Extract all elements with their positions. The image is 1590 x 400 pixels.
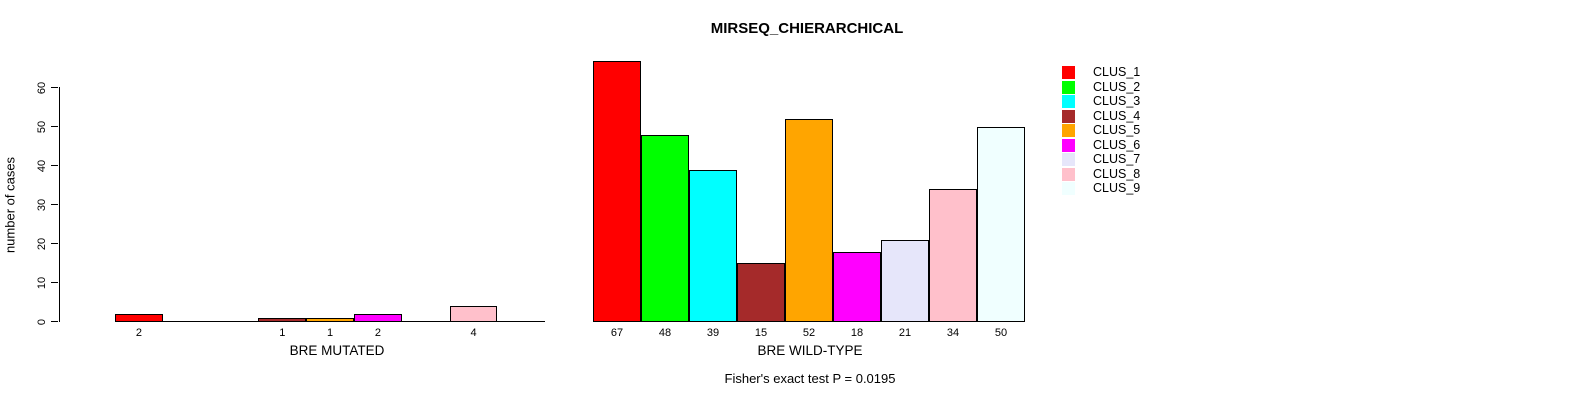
y-tick-label: 30	[36, 198, 48, 212]
bar-value-label: 1	[279, 327, 286, 339]
bar-clus_3-wildtype	[689, 170, 737, 322]
y-tick-label: 10	[36, 276, 48, 290]
legend-label: CLUS_4	[1093, 108, 1141, 123]
legend-row-clus_1: CLUS_1	[1062, 66, 1152, 80]
zero-bar-clus_3	[210, 321, 259, 322]
legend-row-clus_9: CLUS_9	[1062, 182, 1152, 196]
legend-label: CLUS_6	[1093, 137, 1141, 152]
bar-clus_6-wildtype	[833, 252, 881, 322]
legend-label: CLUS_8	[1093, 166, 1141, 181]
y-axis-title: number of cases	[2, 156, 18, 254]
bar-value-label: 4	[470, 327, 477, 339]
bar-value-label: 18	[850, 327, 864, 339]
legend-swatch-clus_4	[1062, 109, 1075, 123]
bar-value-label: 2	[135, 327, 142, 339]
legend-swatch-clus_1	[1062, 66, 1075, 79]
bar-value-label: 21	[898, 327, 912, 339]
legend-swatch-clus_7	[1062, 153, 1075, 167]
bar-value-label: 2	[374, 327, 381, 339]
legend-label: CLUS_9	[1093, 181, 1141, 196]
y-tick	[51, 87, 58, 88]
zero-bar-clus_9	[497, 321, 546, 322]
legend-swatch-clus_9	[1062, 182, 1075, 196]
legend-label: CLUS_5	[1093, 123, 1141, 138]
legend-row-clus_6: CLUS_6	[1062, 137, 1152, 153]
legend-swatch-clus_2	[1062, 80, 1075, 94]
y-tick	[51, 321, 58, 322]
legend-label: CLUS_2	[1093, 79, 1141, 94]
bar-clus_5-wildtype	[785, 119, 833, 322]
y-tick	[51, 165, 58, 166]
y-tick-label: 20	[36, 237, 48, 251]
legend-row-clus_2: CLUS_2	[1062, 79, 1152, 95]
legend-row-clus_5: CLUS_5	[1062, 124, 1152, 138]
y-tick	[51, 204, 58, 205]
y-tick-label: 0	[36, 318, 48, 326]
y-tick-label: 50	[36, 120, 48, 134]
bar-clus_5-mutated	[306, 318, 354, 322]
y-axis-line	[59, 87, 60, 322]
bar-clus_8-wildtype	[929, 189, 977, 322]
legend-swatch-clus_3	[1062, 95, 1075, 109]
bar-clus_7-wildtype	[881, 240, 929, 322]
legend-row-clus_7: CLUS_7	[1062, 153, 1152, 167]
bar-clus_1-wildtype	[593, 61, 641, 322]
bar-value-label: 39	[706, 327, 720, 339]
chart-title: MIRSEQ_CHIERARCHICAL	[710, 20, 904, 37]
y-tick-label: 60	[36, 81, 48, 95]
bar-clus_8-mutated	[449, 306, 498, 322]
legend-swatch-clus_6	[1062, 138, 1075, 152]
y-tick	[51, 126, 58, 127]
y-tick	[51, 243, 58, 244]
bar-clus_4-mutated	[258, 318, 307, 322]
zero-bar-clus_2	[162, 321, 211, 322]
y-tick-label: 40	[36, 159, 48, 173]
bar-clus_9-wildtype	[977, 127, 1025, 322]
fisher-test-annotation: Fisher's exact test P = 0.0195	[724, 371, 896, 386]
bar-value-label: 15	[754, 327, 768, 339]
x-axis-label-bre-wild-type: BRE WILD-TYPE	[757, 343, 863, 358]
bar-value-label: 1	[327, 327, 334, 339]
legend-row-clus_3: CLUS_3	[1062, 95, 1152, 109]
bar-value-label: 52	[802, 327, 816, 339]
legend-swatch-clus_8	[1062, 167, 1075, 181]
bar-value-label: 50	[994, 327, 1008, 339]
legend-label: CLUS_1	[1093, 65, 1141, 79]
legend-swatch-clus_5	[1062, 124, 1075, 138]
y-tick	[51, 282, 58, 283]
legend-row-clus_4: CLUS_4	[1062, 108, 1152, 124]
bar-clus_1-mutated	[115, 314, 163, 322]
bar-clus_6-mutated	[354, 314, 402, 322]
bar-value-label: 34	[946, 327, 960, 339]
bar-clus_4-wildtype	[737, 263, 785, 322]
bar-value-label: 48	[658, 327, 672, 339]
bar-value-label: 67	[610, 327, 624, 339]
zero-bar-clus_7	[401, 321, 450, 322]
legend-label: CLUS_3	[1093, 94, 1141, 109]
bar-clus_2-wildtype	[641, 135, 689, 322]
legend-row-clus_8: CLUS_8	[1062, 166, 1152, 182]
x-axis-label-bre-mutated: BRE MUTATED	[289, 343, 385, 358]
legend-label: CLUS_7	[1093, 152, 1141, 167]
